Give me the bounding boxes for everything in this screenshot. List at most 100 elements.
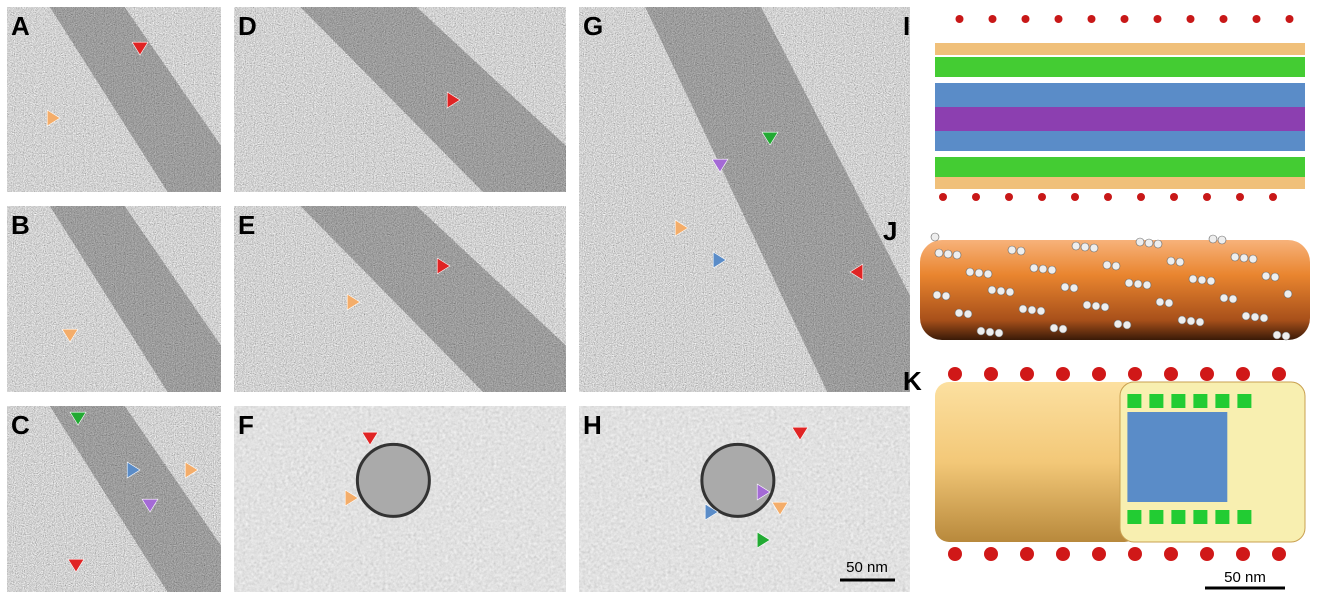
panel-label: F [238, 410, 254, 440]
panel [920, 233, 1310, 340]
panel [579, 7, 910, 392]
panel-label: I [903, 11, 910, 41]
particle [942, 292, 950, 300]
green-block [1127, 394, 1141, 408]
particle [1134, 280, 1142, 288]
particle [1006, 288, 1014, 296]
panel [935, 367, 1305, 561]
particle [1229, 295, 1237, 303]
particle [964, 310, 972, 318]
particle [984, 270, 992, 278]
particle [1282, 332, 1290, 340]
density-blob [1187, 15, 1195, 23]
particle [1030, 264, 1038, 272]
particle [1196, 318, 1204, 326]
red-complex [948, 547, 962, 561]
particle [1156, 298, 1164, 306]
cylinder [935, 382, 1139, 542]
density-blob [939, 193, 947, 201]
particle [1081, 243, 1089, 251]
green-block [1171, 510, 1185, 524]
density-blob [956, 15, 964, 23]
scale-bar-label: 50 nm [846, 559, 888, 576]
red-complex [1128, 547, 1142, 561]
particle [1251, 313, 1259, 321]
density-blob [1203, 193, 1211, 201]
density-layer [935, 83, 1305, 107]
figure: ABCDEFGHIJK50 nm50 nm [0, 0, 1321, 592]
density-layer [935, 57, 1305, 77]
particle [933, 291, 941, 299]
density-layer [935, 131, 1305, 151]
panel [7, 406, 221, 592]
vesicle [702, 444, 774, 516]
panel [935, 15, 1305, 201]
particle [1260, 314, 1268, 322]
green-block [1149, 394, 1163, 408]
core [1127, 412, 1227, 502]
vesicle [357, 444, 429, 516]
green-block [1237, 510, 1251, 524]
particle [1145, 239, 1153, 247]
density-blob [1088, 15, 1096, 23]
red-complex [1236, 367, 1250, 381]
density-blob [1170, 193, 1178, 201]
density-blob [1236, 193, 1244, 201]
panel-label: B [11, 210, 30, 240]
panel [7, 206, 221, 392]
red-complex [1236, 547, 1250, 561]
particle [977, 327, 985, 335]
particle [931, 233, 939, 241]
particle [1050, 324, 1058, 332]
particle [953, 251, 961, 259]
panel-label: C [11, 410, 30, 440]
green-block [1171, 394, 1185, 408]
density-blob [1022, 15, 1030, 23]
red-complex [1092, 547, 1106, 561]
particle [1059, 325, 1067, 333]
particle [1154, 240, 1162, 248]
particle [1112, 262, 1120, 270]
panel-label: D [238, 11, 257, 41]
density-blob [1286, 15, 1294, 23]
particle [988, 286, 996, 294]
density-blob [1137, 193, 1145, 201]
particle [1187, 317, 1195, 325]
density-blob [1005, 193, 1013, 201]
density-blob [1055, 15, 1063, 23]
particle [1189, 275, 1197, 283]
panel [7, 7, 221, 192]
particle [966, 268, 974, 276]
panel-label: A [11, 11, 30, 41]
red-complex [1128, 367, 1142, 381]
particle [1178, 316, 1186, 324]
particle [1167, 257, 1175, 265]
density-blob [1220, 15, 1228, 23]
red-complex [1164, 547, 1178, 561]
panel-label: E [238, 210, 255, 240]
panel [234, 406, 566, 592]
particle [1249, 255, 1257, 263]
green-block [1193, 394, 1207, 408]
particle [1070, 284, 1078, 292]
particle [1072, 242, 1080, 250]
red-complex [1200, 367, 1214, 381]
particle [1123, 321, 1131, 329]
density-layer [935, 43, 1305, 55]
red-complex [1020, 547, 1034, 561]
particle [995, 329, 1003, 337]
particle [1061, 283, 1069, 291]
particle [1101, 303, 1109, 311]
particle [1103, 261, 1111, 269]
particle [1143, 281, 1151, 289]
particle [1209, 235, 1217, 243]
particle [1176, 258, 1184, 266]
density-layer [935, 157, 1305, 177]
green-block [1127, 510, 1141, 524]
particle [1090, 244, 1098, 252]
particle [1198, 276, 1206, 284]
green-block [1237, 394, 1251, 408]
particle [1083, 301, 1091, 309]
red-complex [1056, 547, 1070, 561]
scale-bar-label: 50 nm [1224, 569, 1266, 586]
